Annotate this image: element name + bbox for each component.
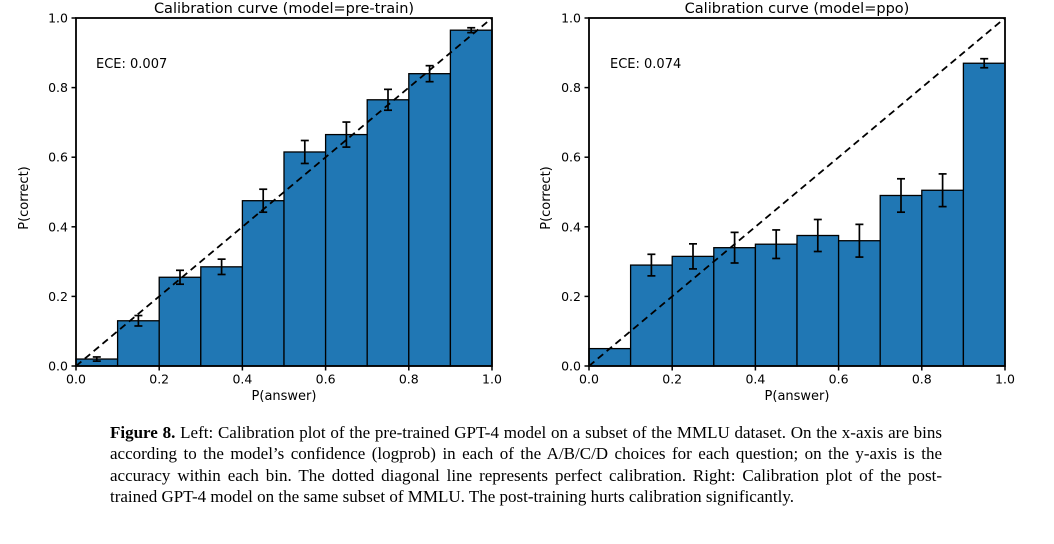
calibration-bar	[366, 99, 410, 367]
y-tick-label: 0.8	[48, 80, 68, 95]
calibration-bar	[283, 151, 327, 367]
x-tick-label: 0.4	[745, 372, 765, 387]
x-tick-label: 0.4	[232, 372, 252, 387]
x-axis-label: P(answer)	[764, 389, 830, 404]
perfect-calibration-line	[75, 17, 493, 367]
y-tick-label: 0.0	[48, 359, 68, 374]
calibration-bar	[671, 255, 715, 367]
calibration-bar	[408, 73, 452, 367]
ece-annotation: ECE: 0.007	[96, 57, 168, 72]
y-tick-label: 0.6	[48, 150, 68, 165]
calibration-bar	[116, 320, 160, 367]
figure-caption: Figure 8. Left: Calibration plot of the …	[110, 422, 942, 508]
calibration-bar	[921, 189, 965, 367]
chart-title: Calibration curve (model=ppo)	[684, 1, 910, 17]
y-tick-label: 0.4	[48, 219, 68, 234]
calibration-bar	[962, 62, 1006, 367]
ece-annotation: ECE: 0.074	[610, 57, 682, 72]
chart-title: Calibration curve (model=pre-train)	[153, 1, 415, 17]
plot-area-pretrain-svg: 0.0 0.2 0.4 0.6 0.8 1.0 0.0 0.2 0.4 0.6 0.8 1.0	[48, 11, 502, 387]
calibration-bar	[837, 240, 881, 367]
x-tick-label: 0.8	[399, 372, 419, 387]
y-tick-label: 0.6	[561, 150, 581, 165]
plot-area-ppo-svg: 0.0 0.2 0.4 0.6 0.8 1.0 0.0 0.2 0.4 0.6 0.8 1.0	[561, 11, 1015, 387]
y-tick-label: 1.0	[561, 11, 581, 26]
calibration-bar	[879, 194, 923, 367]
x-tick-label: 1.0	[995, 372, 1015, 387]
chart-pretrain: 0.0 0.2 0.4 0.6 0.8 1.0 0.0 0.2 0.4 0.6 0.8 1.0 Cal…	[0, 0, 527, 412]
x-tick-label: 0.0	[579, 372, 599, 387]
calibration-bar	[241, 200, 285, 367]
calibration-bar	[713, 247, 757, 367]
x-axis-label: P(answer)	[251, 389, 317, 404]
x-tick-label: 0.6	[316, 372, 336, 387]
y-tick-label: 1.0	[48, 11, 68, 26]
x-tick-label: 0.2	[149, 372, 169, 387]
calibration-bar	[324, 133, 368, 367]
calibration-bar	[588, 347, 632, 367]
x-tick-label: 1.0	[482, 372, 502, 387]
chart-ppo: 0.0 0.2 0.4 0.6 0.8 1.0 0.0 0.2 0.4 0.6 0.8 1.0 Cal…	[527, 0, 1054, 412]
figure-caption-label: Figure 8.	[110, 423, 176, 442]
x-tick-label: 0.0	[66, 372, 86, 387]
perfect-calibration-line	[588, 17, 1006, 367]
calibration-bar	[200, 266, 244, 367]
axes-spines	[588, 17, 1006, 367]
x-tick-label: 0.8	[912, 372, 932, 387]
y-tick-label: 0.2	[561, 289, 581, 304]
x-tick-label: 0.6	[829, 372, 849, 387]
x-tick-label: 0.2	[662, 372, 682, 387]
calibration-bar	[629, 264, 673, 367]
y-tick-label: 0.0	[561, 359, 581, 374]
calibration-bar	[449, 29, 493, 367]
calibration-bar	[796, 234, 840, 367]
axes-spines	[75, 17, 493, 367]
y-axis-label: P(correct)	[539, 166, 554, 230]
y-axis-label: P(correct)	[17, 166, 32, 230]
y-tick-label: 0.4	[561, 219, 581, 234]
calibration-bar	[754, 243, 798, 367]
y-tick-label: 0.2	[48, 289, 68, 304]
y-tick-label: 0.8	[561, 80, 581, 95]
figure-caption-text: Left: Calibration plot of the pre-traine…	[110, 423, 942, 507]
